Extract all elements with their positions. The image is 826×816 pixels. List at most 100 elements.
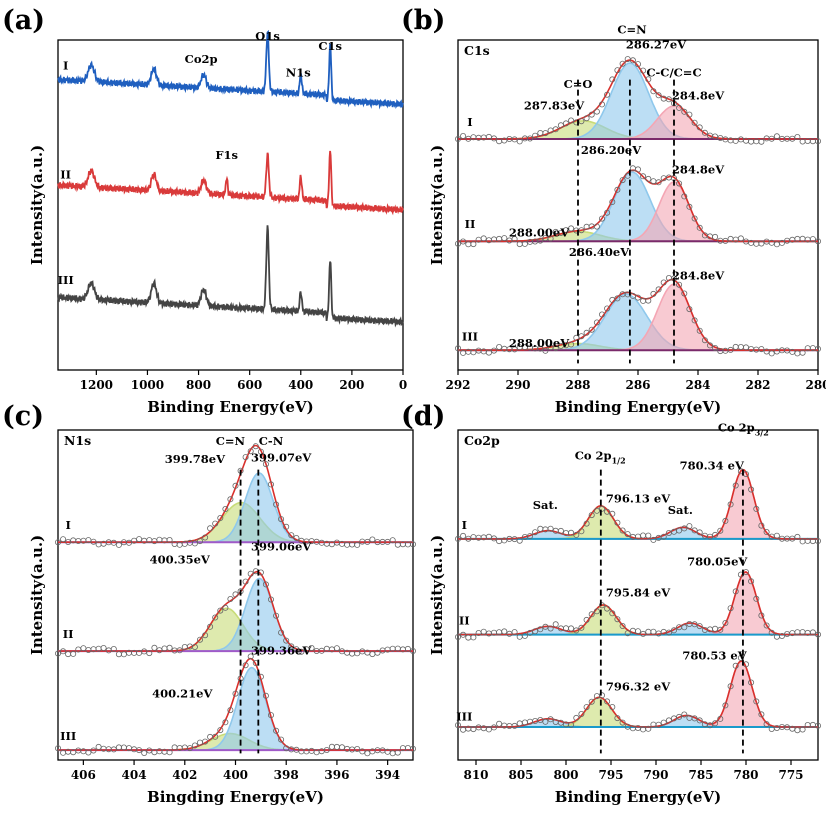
raw-data-point <box>737 654 744 661</box>
envelope-fit <box>458 468 818 540</box>
raw-data-point <box>768 629 775 636</box>
annotation-label: III <box>58 273 74 287</box>
raw-data-point <box>809 236 816 243</box>
raw-data-point <box>115 541 122 548</box>
raw-data-point <box>490 535 497 542</box>
raw-data-point <box>763 622 770 629</box>
annotation-label: 284.8eV <box>672 268 725 282</box>
raw-data-point <box>640 630 647 637</box>
raw-data-point <box>676 527 683 534</box>
raw-data-point <box>737 235 744 242</box>
raw-data-point <box>557 229 564 236</box>
panel-letter-a: (a) <box>2 5 45 36</box>
envelope-fit <box>58 657 413 751</box>
raw-data-point <box>202 738 209 745</box>
raw-data-point <box>809 629 816 636</box>
raw-data-point <box>609 198 616 205</box>
raw-data-point <box>722 237 729 244</box>
raw-data-point <box>542 623 549 630</box>
raw-data-point <box>815 345 822 352</box>
raw-data-point <box>753 505 760 512</box>
raw-data-point <box>90 747 97 754</box>
raw-data-point <box>599 215 606 222</box>
raw-data-point <box>90 538 97 545</box>
annotation-label: I <box>65 518 70 532</box>
raw-data-point <box>768 135 775 142</box>
raw-data-point <box>593 507 600 514</box>
raw-data-point <box>588 111 595 118</box>
annotation-label: 400.21eV <box>152 686 213 700</box>
raw-data-point <box>722 620 729 627</box>
raw-data-point <box>115 651 122 658</box>
raw-data-point <box>557 527 564 534</box>
raw-data-point <box>614 715 621 722</box>
raw-data-point <box>686 111 693 118</box>
x-tick-label: 775 <box>778 768 803 782</box>
annotation-label: 399.07eV <box>251 450 312 464</box>
raw-data-point <box>691 215 698 222</box>
raw-data-point <box>247 653 254 660</box>
raw-data-point <box>773 532 780 539</box>
raw-data-point <box>712 233 719 240</box>
raw-data-point <box>758 138 765 145</box>
x-tick-label: 785 <box>688 768 713 782</box>
annotation-label: 288.00eV <box>509 336 570 350</box>
raw-data-point <box>815 631 822 638</box>
raw-data-point <box>737 343 744 350</box>
raw-data-point <box>701 129 708 136</box>
raw-data-point <box>267 481 274 488</box>
raw-data-point <box>191 742 198 749</box>
raw-data-point <box>354 746 361 753</box>
raw-data-point <box>691 715 698 722</box>
raw-data-point <box>232 690 239 697</box>
raw-data-point <box>212 520 219 527</box>
raw-data-point <box>465 634 472 641</box>
raw-data-point <box>578 624 585 631</box>
raw-data-point <box>55 745 62 752</box>
raw-data-point <box>604 605 611 612</box>
raw-data-point <box>537 717 544 724</box>
raw-data-point <box>650 628 657 635</box>
x-tick-label: 402 <box>172 768 197 782</box>
annotation-label: 780.05eV <box>687 554 748 568</box>
plot-frame <box>457 429 819 761</box>
annotation-label: O1s <box>255 29 280 43</box>
raw-data-point <box>257 673 264 680</box>
raw-data-point <box>537 129 544 136</box>
raw-data-point <box>547 625 554 632</box>
x-tick-label: 805 <box>508 768 533 782</box>
raw-data-point <box>252 443 259 450</box>
raw-data-point <box>604 508 611 515</box>
raw-data-point <box>166 749 173 756</box>
series-line-III <box>57 225 404 328</box>
raw-data-point <box>293 646 300 653</box>
raw-data-point <box>70 749 77 756</box>
raw-data-point <box>614 295 621 302</box>
raw-data-point <box>624 531 631 538</box>
annotation-label: II <box>63 627 74 641</box>
raw-data-point <box>55 539 62 546</box>
annotation-label: 796.32 eV <box>606 680 671 694</box>
raw-data-point <box>789 135 796 142</box>
raw-data-point <box>278 516 285 523</box>
raw-data-point <box>588 698 595 705</box>
x-tick-label: 286 <box>625 378 650 392</box>
panel-title: N1s <box>64 433 91 448</box>
raw-data-point <box>212 614 219 621</box>
envelope-fit <box>458 660 818 728</box>
raw-data-point <box>196 636 203 643</box>
raw-data-point <box>202 534 209 541</box>
raw-data-point <box>599 602 606 609</box>
raw-data-point <box>665 96 672 103</box>
raw-data-point <box>732 343 739 350</box>
raw-data-point <box>614 67 621 74</box>
raw-data-point <box>815 722 822 729</box>
raw-data-point <box>557 122 564 129</box>
panel-1: 1200 1000 800 600 400 200 0 Binding Energy(eV) I… <box>28 29 407 416</box>
raw-data-point <box>470 349 477 356</box>
raw-data-point <box>696 327 703 334</box>
raw-data-point <box>156 647 163 654</box>
x-tick-label: 780 <box>733 768 758 782</box>
raw-data-point <box>490 724 497 731</box>
raw-data-point <box>501 235 508 242</box>
